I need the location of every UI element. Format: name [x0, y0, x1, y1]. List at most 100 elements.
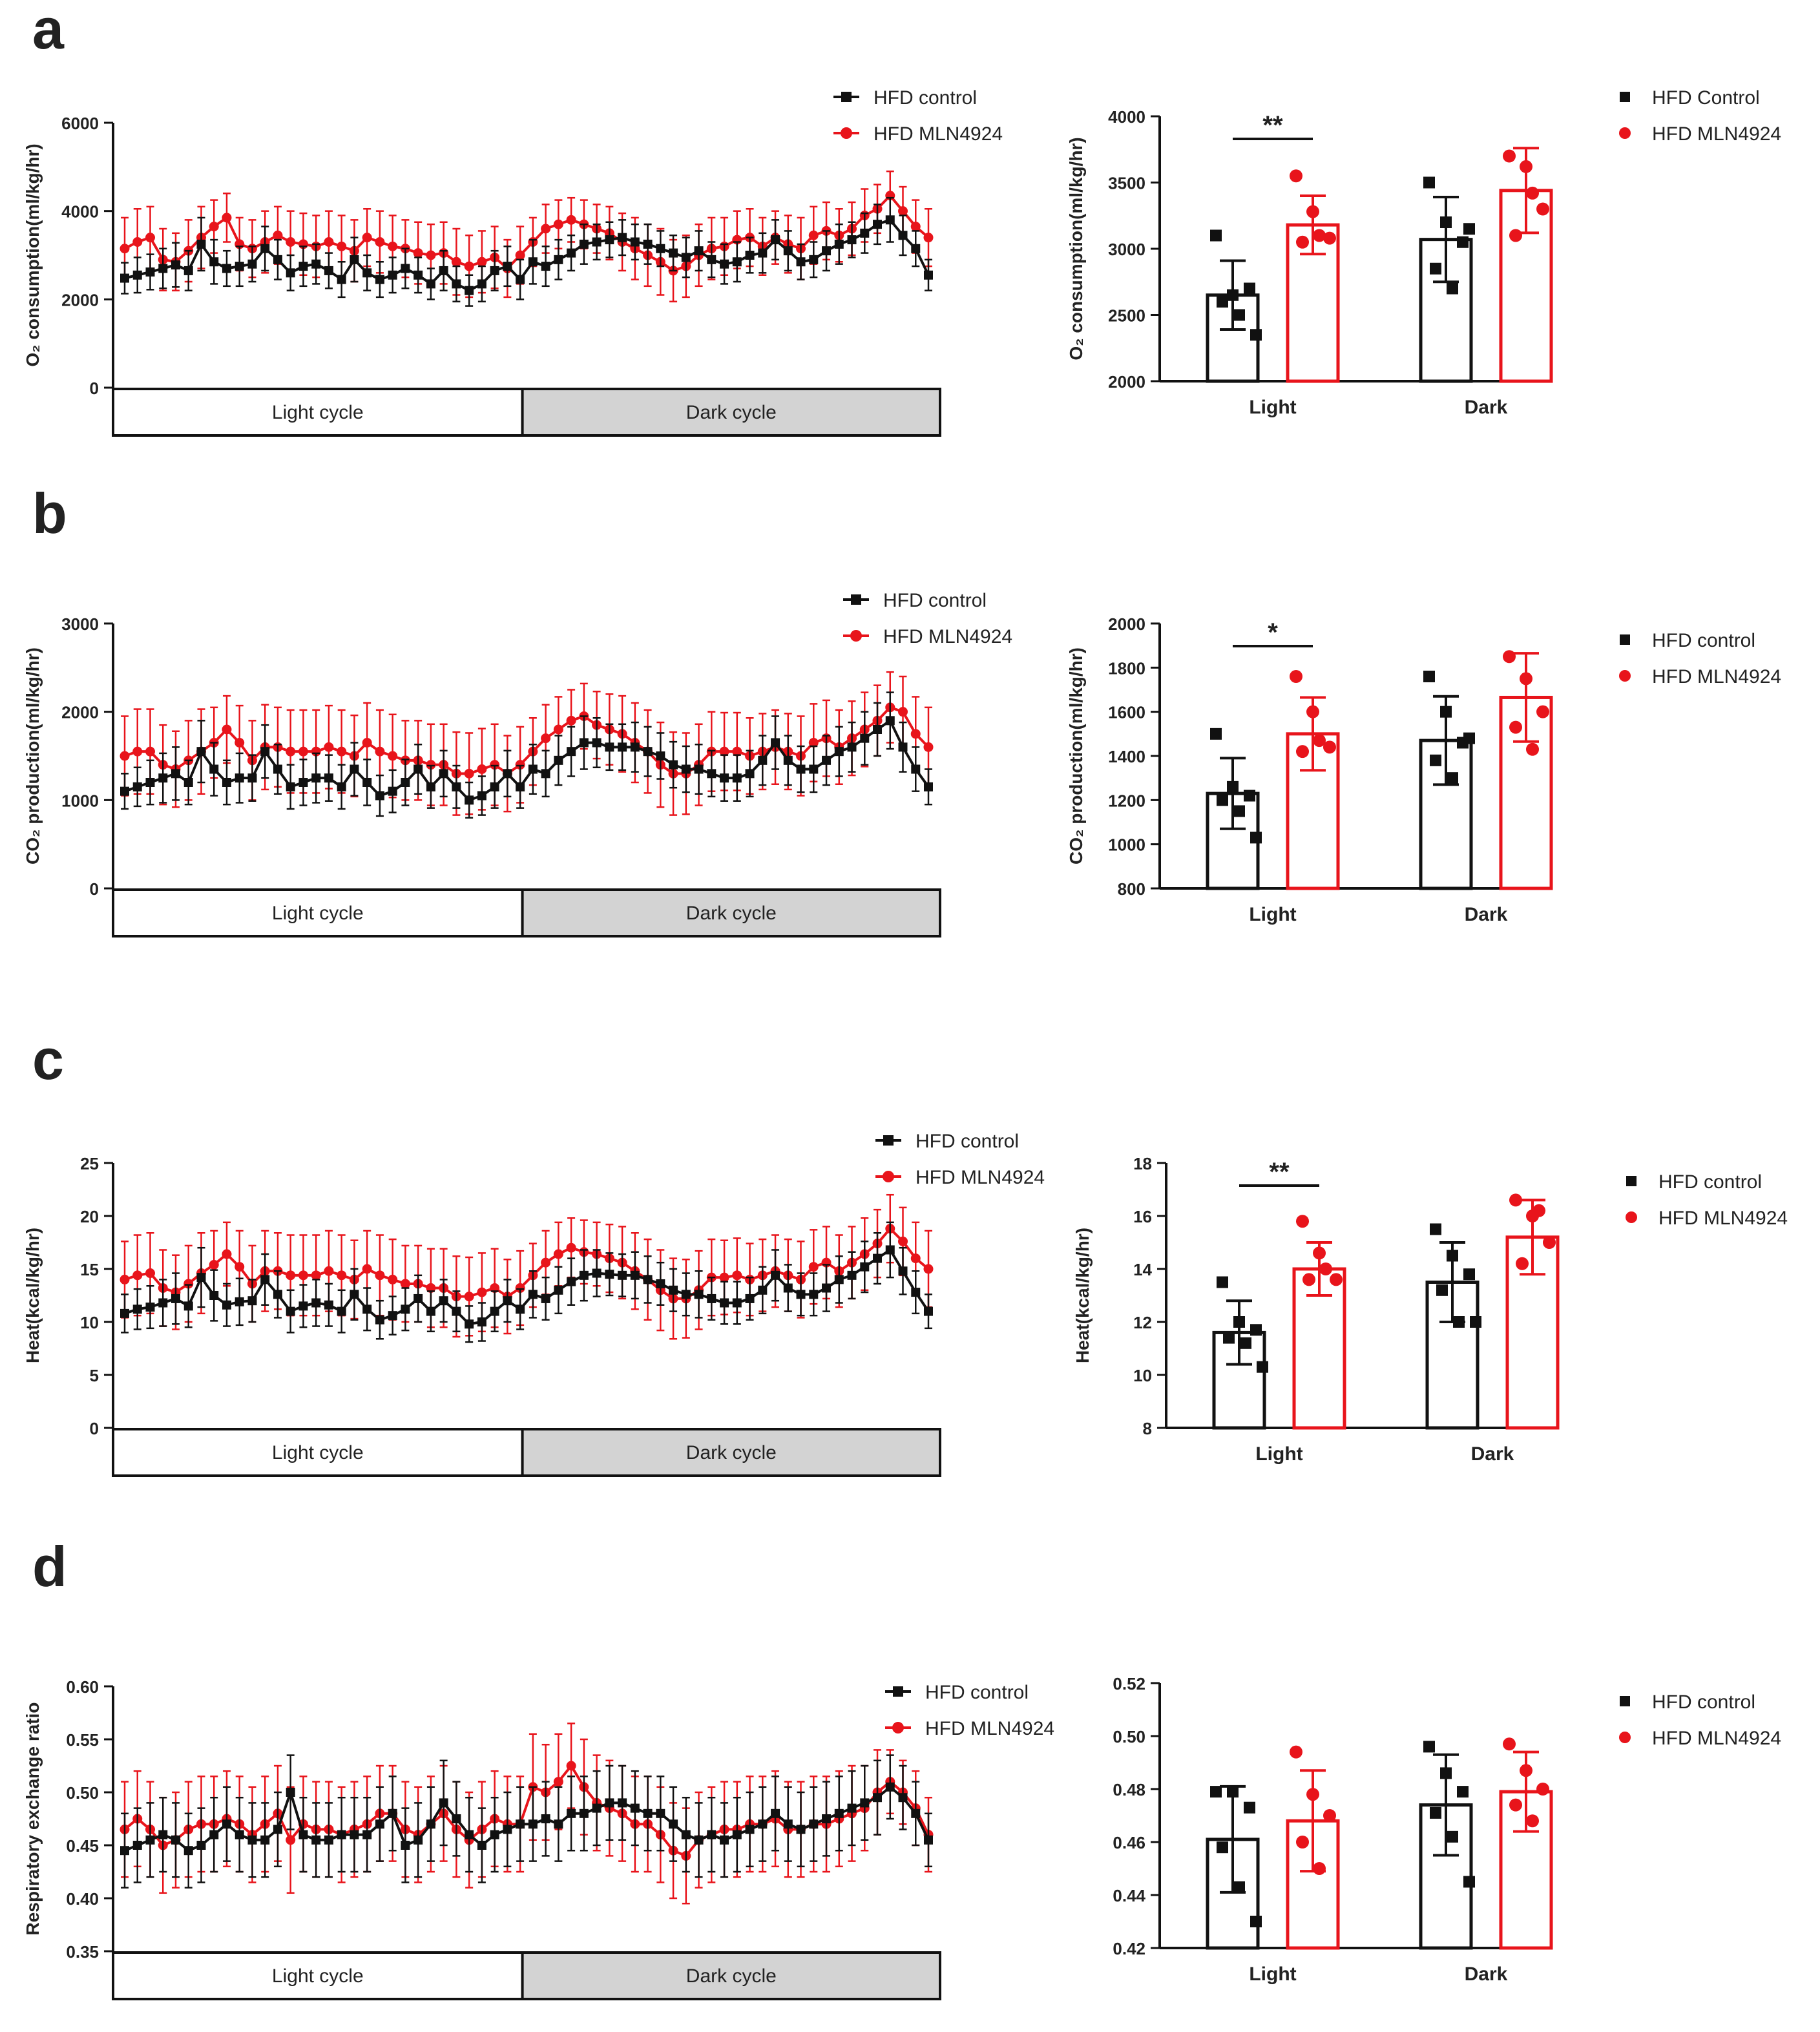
data-point	[758, 755, 768, 765]
bar-a-category-dark: Dark	[1465, 397, 1508, 418]
data-point	[758, 248, 768, 258]
data-point	[643, 1808, 653, 1818]
line-a-y-tick-label-2: 4000	[61, 202, 99, 222]
bar-a-y-tick-label-1: 2500	[1108, 306, 1145, 326]
data-point	[503, 769, 512, 779]
data-point	[834, 1275, 844, 1284]
data-point	[898, 1236, 908, 1246]
data-point	[196, 1273, 206, 1283]
data-point	[298, 1301, 308, 1311]
data-point	[183, 778, 193, 787]
bar-c-legend-label-treatment: HFD MLN4924	[1658, 1208, 1788, 1229]
data-point	[158, 264, 168, 273]
data-point	[643, 747, 653, 757]
data-point	[362, 1830, 372, 1839]
data-point	[452, 1814, 461, 1823]
individual-point	[1536, 1783, 1549, 1796]
data-point	[783, 246, 793, 256]
data-point	[298, 1270, 308, 1281]
data-point	[643, 239, 653, 249]
data-point	[490, 266, 499, 275]
data-point	[426, 1306, 435, 1316]
individual-point	[1323, 231, 1336, 245]
dark-cycle-band-d	[521, 1951, 941, 2000]
significance-label: **	[1269, 1158, 1290, 1186]
data-point	[286, 237, 296, 247]
data-point	[503, 262, 512, 271]
individual-point	[1306, 205, 1319, 218]
bar-b-y-tick-label-0: 800	[1118, 879, 1145, 899]
line-d-legend-marker-treatment	[892, 1722, 904, 1733]
data-point	[465, 1830, 474, 1839]
data-point	[719, 746, 729, 757]
data-point	[592, 237, 601, 247]
data-point	[362, 1264, 372, 1274]
data-point	[375, 1819, 384, 1829]
data-point	[209, 1259, 219, 1270]
line-chart-a: 0 2000 4000 6000 O₂ consumption(ml/kg/hr) Lig…	[23, 87, 1003, 437]
bar-b-legend-marker-treatment	[1619, 670, 1631, 682]
data-point	[605, 1270, 614, 1279]
bar-b-category-dark: Dark	[1465, 904, 1508, 925]
individual-point	[1217, 1841, 1228, 1854]
data-point	[694, 1835, 704, 1845]
data-point	[465, 1319, 474, 1329]
individual-point	[1244, 282, 1255, 295]
line-d-y-tick-label-0: 0.35	[66, 1942, 99, 1962]
data-point	[350, 1290, 359, 1299]
significance-label: **	[1262, 111, 1283, 140]
data-point	[553, 1777, 563, 1787]
bar-c-category-dark: Dark	[1471, 1443, 1514, 1465]
data-point	[669, 248, 678, 258]
data-point	[694, 764, 704, 774]
data-point	[260, 1835, 270, 1845]
bar-c-y-tick-label-2: 12	[1133, 1313, 1152, 1332]
line-a-legend-marker-treatment	[841, 127, 852, 139]
data-point	[324, 1835, 333, 1845]
data-point	[592, 738, 601, 748]
data-point	[209, 764, 219, 774]
bar-b-y-label: CO₂ production(ml/kg/hr)	[1066, 647, 1086, 864]
data-point	[145, 233, 155, 243]
data-point	[401, 1304, 410, 1314]
data-point	[553, 1249, 563, 1259]
data-point	[566, 1242, 576, 1253]
individual-point	[1463, 732, 1475, 744]
data-point	[439, 1296, 448, 1306]
dark-cycle-label-a: Dark cycle	[686, 402, 777, 423]
bar-b-y-tick-label-6: 2000	[1108, 614, 1145, 634]
data-point	[145, 778, 155, 787]
data-point	[426, 250, 436, 260]
data-point	[132, 1270, 143, 1281]
individual-point	[1240, 1337, 1251, 1349]
bar-c-legend-marker-treatment	[1626, 1211, 1637, 1223]
data-point	[413, 1835, 423, 1845]
data-point	[350, 1830, 359, 1839]
data-point	[783, 1819, 793, 1829]
individual-point	[1330, 1273, 1343, 1286]
data-point	[503, 1296, 512, 1306]
individual-point	[1302, 1273, 1315, 1286]
data-point	[898, 231, 908, 240]
data-point	[554, 255, 563, 264]
series-line-control	[124, 718, 930, 802]
data-point	[286, 1788, 295, 1797]
significance-label: *	[1268, 618, 1278, 647]
line-c-y-tick-label-3: 15	[80, 1260, 99, 1279]
individual-point	[1217, 1276, 1228, 1288]
data-point	[388, 241, 398, 251]
data-point	[681, 764, 691, 774]
data-point	[337, 746, 347, 757]
line-c-y-tick-label-5: 25	[80, 1154, 99, 1173]
individual-point	[1430, 754, 1441, 766]
bar-c-category-light: Light	[1255, 1443, 1302, 1465]
data-point	[413, 764, 423, 774]
bar-a-category-light: Light	[1249, 397, 1296, 418]
individual-point	[1323, 1809, 1336, 1822]
data-point	[235, 738, 245, 748]
line-b-legend-marker-treatment	[850, 630, 862, 642]
data-point	[834, 239, 844, 249]
individual-point	[1520, 672, 1532, 686]
data-point	[910, 222, 921, 232]
data-point	[286, 782, 295, 791]
